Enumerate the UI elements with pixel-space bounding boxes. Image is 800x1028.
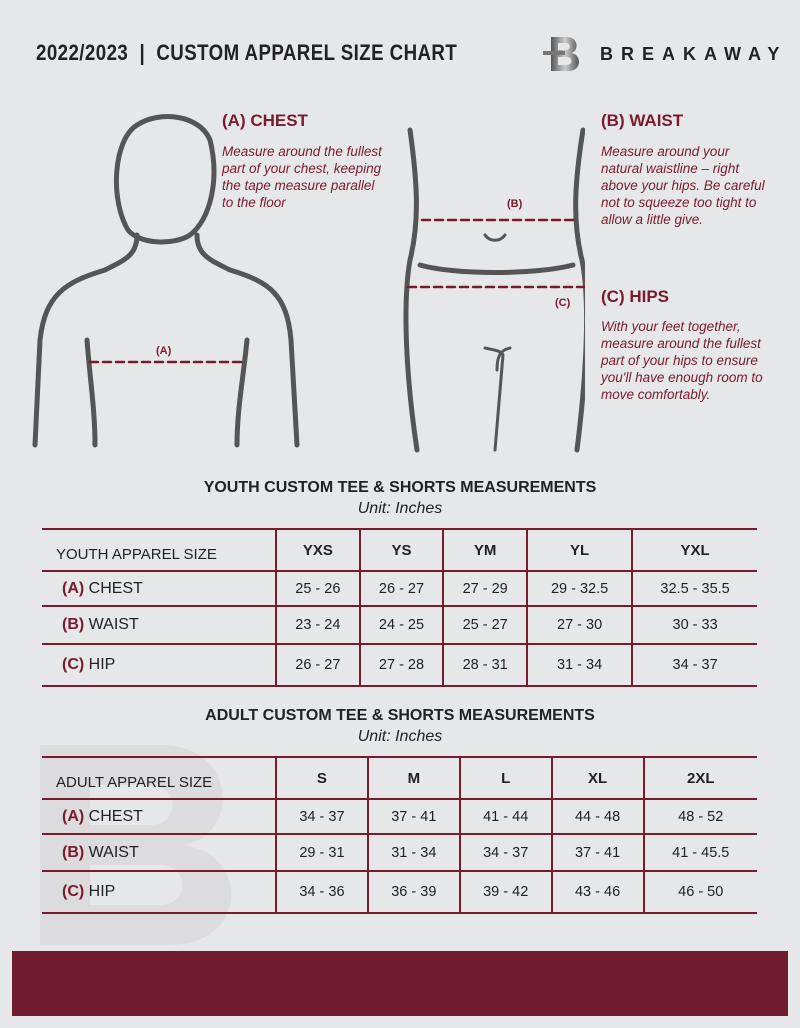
table-cell: (A) CHEST	[42, 798, 276, 835]
table-cell: 46 - 50	[642, 870, 757, 914]
measure-code: (B)	[62, 843, 85, 861]
measure-code: (C)	[62, 656, 85, 673]
table-row: (A) CHEST 25 - 26 26 - 27 27 - 29 29 - 32.5 3…	[42, 570, 757, 607]
hips-marker: (C)	[555, 297, 571, 309]
size-header: XL	[550, 756, 644, 800]
table-cell: 24 - 25	[358, 605, 444, 645]
measure-name: WAIST	[88, 843, 139, 861]
size-header: YXL	[631, 528, 757, 572]
hips-instructions: With your feet together, measure around …	[601, 319, 763, 402]
footer-bar	[12, 951, 788, 1016]
adult-table-title: ADULT CUSTOM TEE & SHORTS MEASUREMENTS	[205, 707, 595, 724]
table-cell: 37 - 41	[366, 798, 460, 835]
chest-instructions: Measure around the fullest part of your …	[222, 144, 382, 210]
body-diagram	[32, 114, 585, 453]
waist-marker: (B)	[507, 198, 523, 210]
lower-body-figure	[403, 127, 585, 453]
size-header: YM	[442, 528, 528, 572]
header-label: YOUTH APPAREL SIZE	[42, 528, 276, 572]
table-cell: 26 - 27	[275, 643, 360, 687]
size-header: YXS	[275, 528, 360, 572]
table-cell: 23 - 24	[275, 605, 360, 645]
table-cell: 34 - 37	[275, 798, 368, 835]
measure-code: (A)	[62, 807, 85, 825]
table-row: (A) CHEST 34 - 37 37 - 41 41 - 44 44 - 48 48 …	[42, 798, 757, 835]
size-header: 2XL	[642, 756, 757, 800]
table-cell: 27 - 29	[442, 570, 528, 607]
table-cell: (B) WAIST	[42, 605, 276, 645]
table-cell: 30 - 33	[631, 605, 757, 645]
youth-size-table: YOUTH APPAREL SIZE YXS YS YM YL YXL (A) CHES…	[42, 528, 757, 687]
chest-marker: (A)	[156, 345, 172, 357]
table-cell: 27 - 30	[526, 605, 633, 645]
youth-unit: Unit: Inches	[357, 500, 443, 517]
table-cell: 37 - 41	[550, 833, 644, 872]
table-cell: 28 - 31	[442, 643, 528, 687]
measure-code: (A)	[62, 579, 85, 597]
table-cell: 44 - 48	[550, 798, 644, 835]
brand-name: BREAKAWAY	[600, 44, 788, 64]
youth-table-title: YOUTH CUSTOM TEE & SHORTS MEASUREMENTS	[203, 479, 597, 496]
table-row: (C) HIP 34 - 36 36 - 39 39 - 42 43 - 46 46 - …	[42, 870, 757, 914]
table-cell: 48 - 52	[642, 798, 757, 835]
table-cell: 36 - 39	[366, 870, 460, 914]
hips-heading: (C) HIPS	[601, 287, 669, 306]
chest-heading: (A) CHEST	[222, 111, 308, 130]
waist-heading: (B) WAIST	[601, 111, 684, 130]
page-title: 2022/2023 | CUSTOM APPAREL SIZE CHART	[36, 40, 458, 65]
measure-code: (C)	[62, 883, 85, 900]
table-cell: 25 - 27	[442, 605, 528, 645]
adult-size-table: ADULT APPAREL SIZE S M L XL 2XL (A) CHEST 34 …	[42, 756, 757, 914]
table-header-row: ADULT APPAREL SIZE S M L XL 2XL	[42, 756, 757, 800]
table-cell: 32.5 - 35.5	[631, 570, 757, 607]
table-cell: (C) HIP	[42, 870, 276, 914]
measure-name: HIP	[88, 656, 116, 673]
table-cell: (B) WAIST	[42, 833, 276, 872]
breakaway-logo-icon	[543, 37, 580, 71]
measure-name: WAIST	[88, 616, 139, 633]
table-cell: 25 - 26	[275, 570, 360, 607]
size-header: S	[275, 756, 368, 800]
table-cell: 34 - 36	[275, 870, 368, 914]
table-cell: 29 - 32.5	[526, 570, 633, 607]
size-header: YL	[526, 528, 633, 572]
table-header-row: YOUTH APPAREL SIZE YXS YS YM YL YXL	[42, 528, 757, 572]
measure-name: CHEST	[88, 807, 143, 825]
size-header: L	[458, 756, 552, 800]
waist-instructions: Measure around your natural waistline – …	[601, 144, 765, 227]
table-cell: 39 - 42	[458, 870, 552, 914]
table-cell: 34 - 37	[631, 643, 757, 687]
table-cell: 41 - 44	[458, 798, 552, 835]
header-label: ADULT APPAREL SIZE	[42, 756, 276, 800]
measure-name: HIP	[88, 883, 116, 900]
table-cell: 41 - 45.5	[642, 833, 757, 872]
measure-name: CHEST	[88, 579, 143, 597]
table-cell: 34 - 37	[458, 833, 552, 872]
table-cell: 31 - 34	[366, 833, 460, 872]
table-row: (B) WAIST 29 - 31 31 - 34 34 - 37 37 - 41 41 …	[42, 833, 757, 872]
table-cell: 27 - 28	[358, 643, 444, 687]
upper-body-figure	[32, 114, 300, 448]
table-cell: 26 - 27	[358, 570, 444, 607]
table-cell: 43 - 46	[550, 870, 644, 914]
table-row: (C) HIP 26 - 27 27 - 28 28 - 31 31 - 34 34 - …	[42, 643, 757, 687]
size-header: YS	[358, 528, 444, 572]
table-cell: (A) CHEST	[42, 570, 276, 607]
table-cell: 31 - 34	[526, 643, 633, 687]
measure-code: (B)	[62, 616, 85, 633]
table-cell: (C) HIP	[42, 643, 276, 687]
adult-unit: Unit: Inches	[357, 728, 443, 745]
size-header: M	[366, 756, 460, 800]
table-cell: 29 - 31	[275, 833, 368, 872]
table-row: (B) WAIST 23 - 24 24 - 25 25 - 27 27 - 30 30 …	[42, 605, 757, 645]
